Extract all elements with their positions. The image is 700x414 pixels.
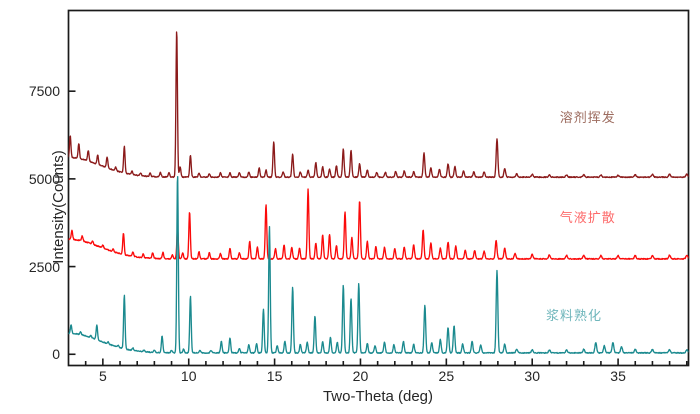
x-tick-label: 20	[352, 368, 369, 384]
y-tick-label: 5000	[28, 170, 60, 187]
x-tick-label: 15	[266, 368, 283, 384]
series-annotation-1: 溶剂挥发	[559, 109, 616, 125]
y-tick-labels: 0 2500 5000 7500	[0, 0, 60, 414]
series-annotation-3: 浆料熟化	[545, 307, 602, 323]
x-axis-label: Two-Theta (deg)	[322, 388, 434, 405]
series-annotation-2: 气液扩散	[559, 209, 616, 225]
x-tick-label: 5	[98, 368, 107, 384]
x-tick-label: 30	[524, 368, 540, 384]
x-tick-label: 10	[180, 368, 197, 384]
y-tick-label: 2500	[28, 258, 60, 275]
x-tick-label: 25	[438, 368, 455, 384]
y-tick-label: 7500	[28, 83, 60, 100]
x-tick-label: 35	[610, 368, 626, 384]
y-tick-label: 0	[52, 346, 60, 363]
